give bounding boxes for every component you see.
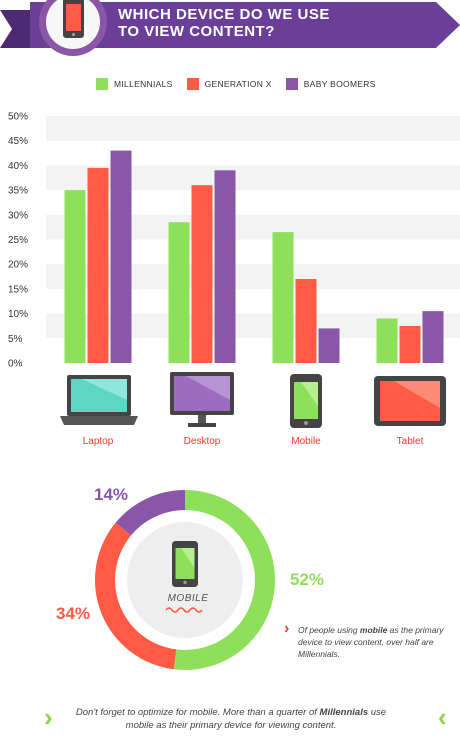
- legend-item-generation-x: GENERATION X: [186, 78, 272, 90]
- note-suffix: as the primary device to view content, o…: [298, 625, 444, 659]
- y-tick-label: 35%: [8, 186, 28, 197]
- category-label-desktop: Desktop: [184, 436, 221, 447]
- bar-millennials-tablet: [376, 318, 398, 363]
- y-tick-label: 15%: [8, 284, 28, 295]
- squiggle-decoration: [165, 607, 203, 613]
- bar-millennials-desktop: [168, 222, 190, 363]
- footer-text-bold: Millennials: [319, 707, 369, 718]
- footer-text-after: use mobile as their primary device for v…: [125, 707, 387, 731]
- bar-series: [64, 150, 444, 363]
- y-tick-label: 0%: [8, 359, 23, 370]
- mobile-icon: [290, 374, 322, 428]
- legend-label-baby-boomers: BABY BOOMERS: [303, 79, 376, 89]
- category-label-laptop: Laptop: [83, 436, 114, 447]
- footer-note: Don't forget to optimize for mobile. Mor…: [68, 706, 394, 732]
- legend-swatch-generation-x: [186, 78, 199, 90]
- y-axis-ticks: 0% 5% 10% 15% 20% 25% 30% 35% 40% 45% 50%: [8, 112, 28, 370]
- device-bar-chart: 0% 5% 10% 15% 20% 25% 30% 35% 40% 45% 50%: [8, 112, 460, 447]
- footer-text-before: Don't forget to optimize for mobile. Mor…: [75, 707, 320, 718]
- grid-band: [46, 116, 460, 141]
- donut-label-millennials: 52%: [290, 570, 325, 589]
- page-title-line2: TO VIEW CONTENT?: [118, 23, 275, 40]
- legend-swatch-millennials: [96, 78, 108, 90]
- donut-center-caption: MOBILE: [167, 593, 209, 604]
- note-bold: mobile: [359, 625, 388, 635]
- donut-label-generation-x: 34%: [56, 604, 91, 623]
- chevron-right-icon: ‹: [438, 702, 447, 732]
- laptop-icon: [60, 375, 138, 425]
- donut-label-baby-boomers: 14%: [94, 485, 129, 504]
- y-tick-label: 25%: [8, 235, 28, 246]
- mobile-donut-chart: [95, 490, 275, 670]
- legend-label-millennials: MILLENNIALS: [114, 79, 173, 89]
- category-label-tablet: Tablet: [397, 436, 424, 447]
- y-tick-label: 5%: [8, 334, 23, 345]
- desktop-icon: [170, 372, 234, 427]
- bar-baby-boomers-mobile: [318, 328, 340, 363]
- legend-label-generation-x: GENERATION X: [204, 79, 272, 89]
- page-title: WHICH DEVICE DO WE USE TO VIEW CONTENT?: [118, 6, 438, 40]
- y-tick-label: 40%: [8, 161, 28, 172]
- header-ribbon: [0, 0, 460, 56]
- y-tick-label: 50%: [8, 112, 28, 123]
- bar-generation-x-laptop: [87, 167, 109, 363]
- y-tick-label: 10%: [8, 309, 28, 320]
- bar-baby-boomers-desktop: [214, 170, 236, 363]
- bar-baby-boomers-tablet: [422, 311, 444, 363]
- bar-generation-x-mobile: [295, 279, 317, 363]
- bar-generation-x-tablet: [399, 325, 421, 363]
- bar-generation-x-desktop: [191, 185, 213, 363]
- page-title-line1: WHICH DEVICE DO WE USE: [118, 6, 330, 23]
- bar-baby-boomers-laptop: [110, 150, 132, 363]
- donut-center-phone-icon: [172, 541, 198, 587]
- y-tick-label: 45%: [8, 136, 28, 147]
- tablet-icon: [374, 376, 446, 426]
- category-icons: [60, 372, 446, 428]
- note-prefix: Of people using: [298, 625, 360, 635]
- category-labels: Laptop Desktop Mobile Tablet: [83, 436, 424, 447]
- category-label-mobile: Mobile: [291, 436, 321, 447]
- note-chevron-icon: ›: [284, 620, 290, 637]
- y-tick-label: 30%: [8, 210, 28, 221]
- legend-swatch-baby-boomers: [285, 78, 298, 90]
- y-tick-label: 20%: [8, 260, 28, 271]
- chart-legend: MILLENNIALS GENERATION X BABY BOOMERS: [96, 78, 376, 90]
- legend-item-millennials: MILLENNIALS: [96, 78, 173, 90]
- smartphone-icon: [63, 0, 84, 38]
- legend-item-baby-boomers: BABY BOOMERS: [285, 78, 376, 90]
- chevron-left-icon: ›: [44, 702, 53, 732]
- donut-note: Of people using mobile as the primary de…: [298, 624, 458, 660]
- bar-millennials-mobile: [272, 232, 294, 363]
- bar-millennials-laptop: [64, 190, 86, 363]
